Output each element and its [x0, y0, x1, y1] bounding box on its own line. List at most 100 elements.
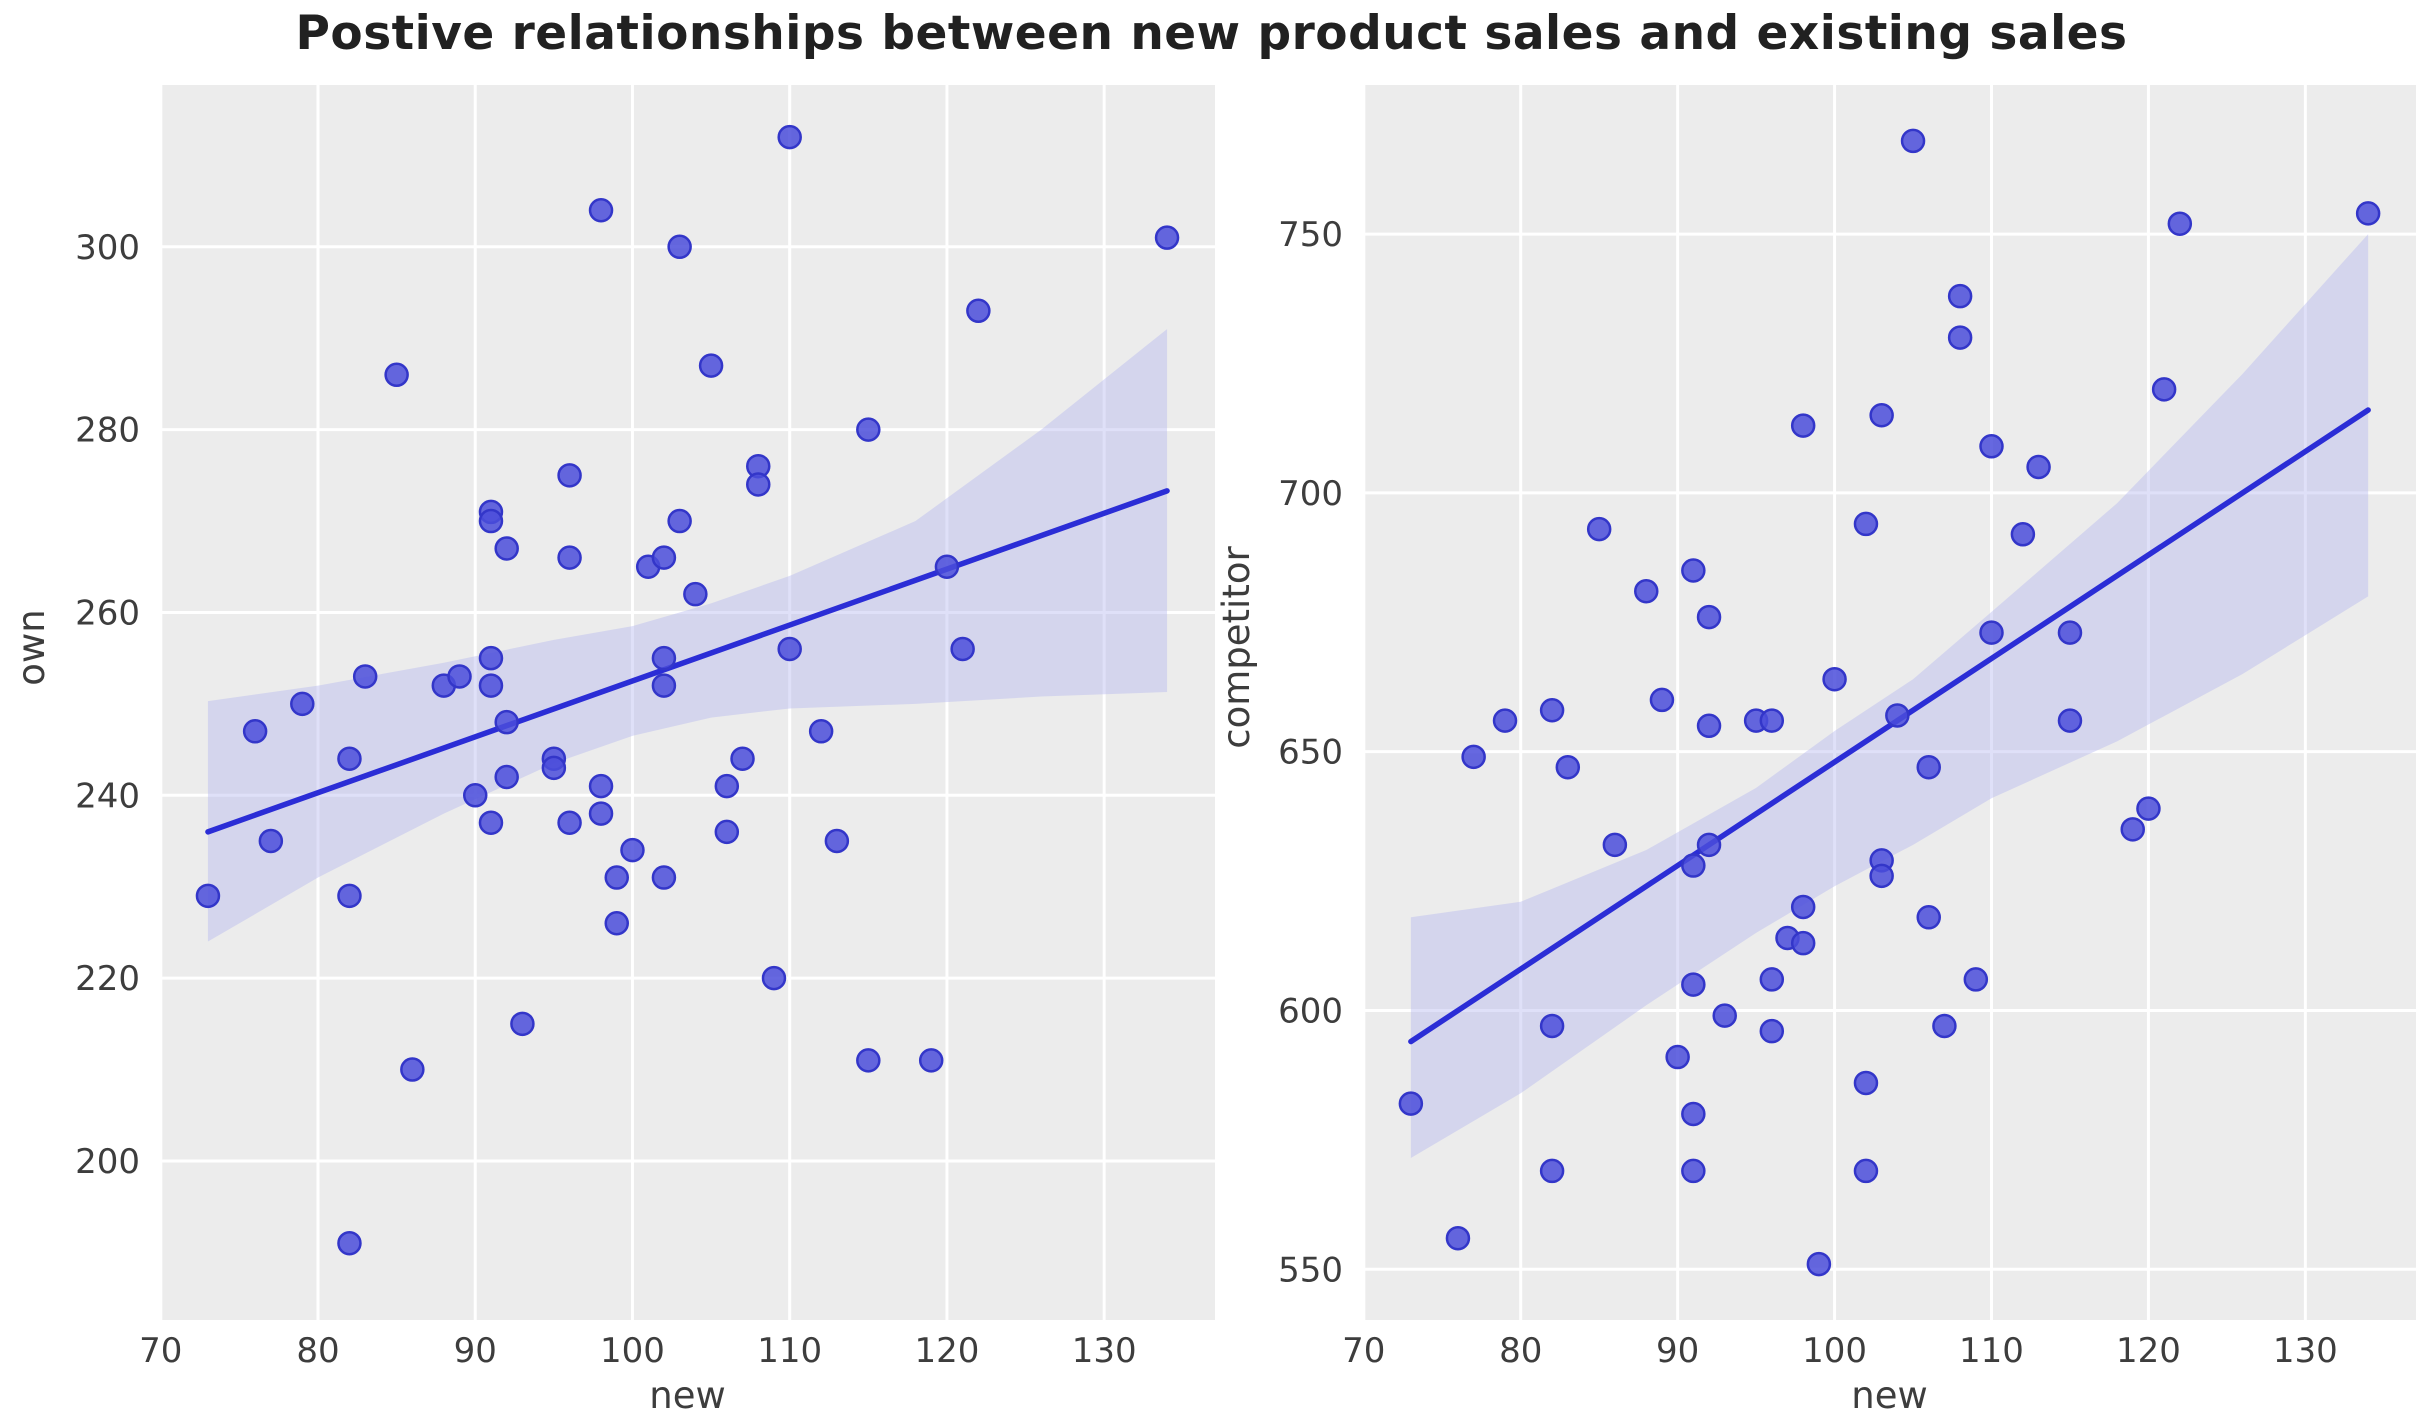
data-point — [1681, 1101, 1706, 1127]
data-point — [1154, 225, 1180, 250]
x-tick-label: 110 — [757, 1331, 822, 1371]
data-point — [651, 645, 677, 671]
data-point — [290, 691, 315, 717]
data-point — [1790, 930, 1816, 956]
x-axis-label: new — [1851, 1374, 1927, 1417]
x-axis-label: new — [649, 1374, 725, 1417]
data-point — [667, 508, 692, 534]
data-point — [1649, 687, 1675, 713]
data-point — [1586, 516, 1612, 542]
data-point — [478, 810, 504, 835]
y-tick-label: 220 — [75, 959, 140, 999]
axes-background — [1363, 85, 2416, 1320]
data-point — [777, 636, 802, 662]
y-tick-label: 280 — [75, 411, 140, 451]
figure-title: Postive relationships between new produc… — [295, 6, 2128, 61]
data-point — [777, 124, 802, 150]
confidence-band — [1410, 234, 2369, 1158]
data-point — [824, 828, 850, 854]
data-point — [494, 764, 519, 790]
x-tick-label: 80 — [296, 1331, 339, 1371]
data-point — [1822, 666, 1847, 692]
data-point — [557, 810, 582, 835]
data-point — [478, 508, 504, 534]
data-point — [1712, 1003, 1737, 1028]
x-tick-label: 130 — [2273, 1331, 2338, 1371]
data-point — [557, 463, 582, 488]
data-point — [761, 965, 787, 991]
x-tick-label: 120 — [2116, 1331, 2181, 1371]
data-point — [2057, 708, 2083, 733]
data-point — [337, 746, 362, 771]
data-point — [1555, 754, 1581, 780]
data-point — [557, 545, 582, 570]
data-point — [1539, 1158, 1565, 1184]
y-tick-label: 550 — [1278, 1250, 1343, 1290]
y-tick-label: 700 — [1278, 474, 1343, 514]
x-tick-label: 90 — [454, 1331, 497, 1371]
y-axis-label: own — [10, 609, 53, 685]
data-point — [2355, 201, 2381, 226]
data-point — [934, 554, 960, 580]
data-point — [337, 1230, 362, 1256]
data-point — [950, 636, 975, 662]
data-point — [400, 1057, 425, 1082]
data-point — [1696, 832, 1722, 858]
data-point — [2136, 796, 2161, 821]
data-point — [651, 673, 677, 698]
data-point — [1979, 620, 2004, 645]
data-point — [1681, 1158, 1706, 1184]
data-point — [1681, 972, 1706, 997]
data-point — [856, 417, 881, 442]
data-point — [1853, 1070, 1879, 1096]
data-point — [1947, 325, 1973, 350]
data-point — [1539, 1013, 1565, 1039]
data-point — [588, 197, 614, 223]
y-tick-label: 200 — [75, 1142, 140, 1182]
data-point — [651, 545, 677, 570]
data-point — [746, 472, 771, 497]
y-tick-label: 750 — [1278, 215, 1343, 255]
x-tick-label: 70 — [1342, 1331, 1385, 1371]
data-point — [1916, 754, 1941, 780]
data-point — [856, 1048, 881, 1073]
axes-background — [160, 85, 1215, 1320]
data-point — [730, 746, 755, 771]
data-point — [1963, 967, 1989, 992]
data-point — [1681, 853, 1706, 878]
data-point — [1790, 413, 1816, 438]
data-point — [1853, 1158, 1879, 1184]
data-point — [588, 801, 614, 826]
x-tick-label: 80 — [1499, 1331, 1542, 1371]
data-point — [2010, 522, 2036, 547]
data-point — [667, 234, 692, 260]
data-point — [1979, 434, 2004, 459]
data-point — [462, 783, 488, 808]
data-point — [337, 883, 362, 909]
data-point — [478, 673, 504, 698]
data-point — [1853, 511, 1879, 537]
data-point — [620, 837, 645, 863]
data-point — [1869, 402, 1894, 428]
data-point — [808, 719, 834, 744]
data-point — [1790, 894, 1816, 920]
data-point — [2057, 620, 2083, 645]
data-point — [1869, 863, 1894, 889]
data-point — [2026, 454, 2051, 480]
confidence-band — [207, 329, 1168, 942]
data-point — [1681, 558, 1706, 583]
y-tick-label: 600 — [1278, 991, 1343, 1031]
data-point — [651, 865, 677, 890]
data-point — [1885, 703, 1910, 728]
data-point — [494, 709, 519, 735]
data-point — [714, 819, 740, 845]
x-tick-label: 120 — [914, 1331, 979, 1371]
data-point — [1665, 1044, 1690, 1070]
data-point — [541, 755, 567, 781]
x-tick-label: 130 — [1072, 1331, 1137, 1371]
x-tick-label: 100 — [600, 1331, 665, 1371]
x-tick-label: 70 — [139, 1331, 182, 1371]
data-point — [478, 645, 504, 671]
